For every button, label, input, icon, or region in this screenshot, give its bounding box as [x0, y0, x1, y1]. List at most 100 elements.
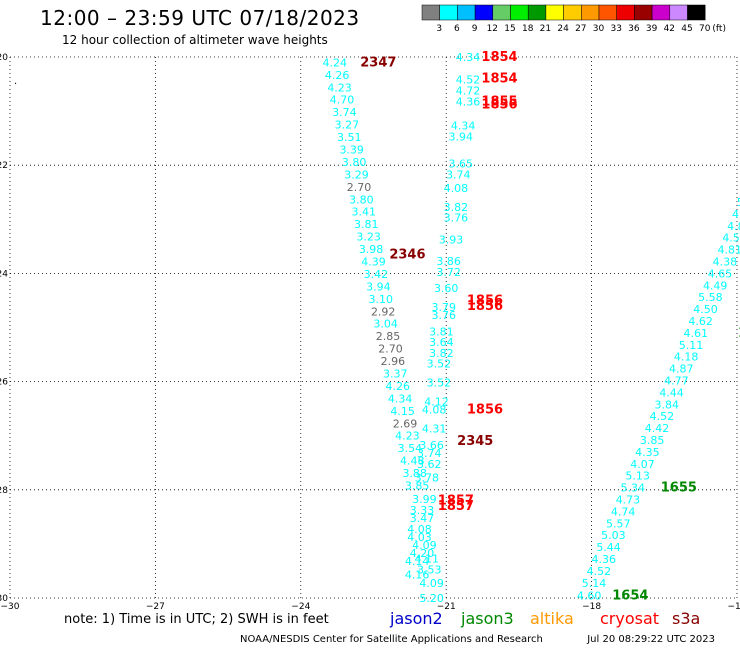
- swh-label: 2.69: [393, 417, 418, 430]
- colorbar-label: 21: [540, 24, 551, 34]
- swh-label: 3.39: [339, 144, 364, 157]
- colorbar-label: 45: [681, 24, 692, 34]
- swh-label: 4.48: [400, 455, 425, 468]
- swh-label: 3.60: [434, 282, 459, 295]
- colorbar: 3 6 9 12 15 18 21 24 27 30 33 36 39 42 45 70 (ft): [421, 4, 726, 34]
- swh-label: 3.74: [417, 447, 442, 460]
- swh-label: 4.14: [405, 555, 430, 568]
- swh-label: 4.03: [407, 531, 432, 544]
- swh-label: 4.73: [616, 494, 641, 507]
- y-tick-label: −24: [0, 269, 8, 279]
- swh-label: 5.34: [621, 482, 646, 495]
- note-text: note: 1) Time is in UTC; 2) SWH is in fe…: [64, 612, 329, 627]
- swh-label: 3.53: [417, 563, 442, 576]
- colorbar-unit: (ft): [712, 24, 726, 34]
- pass-time-label: 1654: [612, 588, 648, 603]
- legend-jason3: jason3: [461, 609, 514, 628]
- swh-label: 5.57: [606, 517, 631, 530]
- pass-time-label: 1854: [481, 50, 517, 65]
- pass-time-label: 1857: [438, 499, 474, 514]
- swh-label: 3.74: [332, 106, 357, 119]
- swh-label: 4.61: [684, 327, 709, 340]
- swh-label: 3.93: [439, 233, 464, 246]
- swh-label: 4.12: [424, 396, 449, 409]
- swh-label: 4.70: [330, 94, 355, 107]
- swh-label: 4.34: [456, 51, 481, 64]
- y-tick-label: −20: [0, 53, 8, 63]
- footer-credit: NOAA/NESDIS Center for Satellite Applica…: [240, 634, 715, 645]
- swh-label: 4.20: [410, 547, 435, 560]
- colorbar-label: 70: [699, 24, 711, 34]
- footer-timestamp: Jul 20 08:29:22 UTC 2023: [587, 634, 715, 645]
- swh-label: 4.39: [361, 255, 386, 268]
- pass-time-label: 1856: [467, 403, 503, 418]
- y-tick-label: −26: [0, 378, 8, 388]
- pass-time-label: 2345: [457, 434, 493, 449]
- swh-label: 3.52: [427, 377, 452, 390]
- colorbar-label: 30: [593, 24, 605, 34]
- swh-label: 3.76: [432, 309, 457, 322]
- swh-label: 4.26: [325, 69, 350, 82]
- pass-time-label: 165: [738, 326, 740, 341]
- swh-label: 4.23: [395, 430, 420, 443]
- swh-label: 4.15: [390, 405, 415, 418]
- swh-label: 5.03: [601, 529, 626, 542]
- swh-label: 4.34: [451, 120, 476, 133]
- pass-time-label: 1857: [438, 494, 474, 509]
- swh-label: 3.82: [444, 201, 469, 214]
- swh-label: 3.81: [429, 325, 454, 338]
- swh-label: 2.85: [376, 330, 401, 343]
- swh-label: 3.88: [402, 467, 427, 480]
- swh-label: 3.66: [419, 439, 444, 452]
- y-tick-label: −28: [0, 486, 8, 496]
- colorbar-label: 12: [487, 24, 498, 34]
- pass-time-label: 1856: [467, 299, 503, 314]
- swh-label: 4.56: [722, 232, 740, 245]
- x-tick-label: −21: [437, 602, 456, 612]
- swh-label: 5.14: [582, 577, 607, 590]
- swh-label: 3.98: [359, 243, 384, 256]
- x-tick-label: −15: [728, 602, 740, 612]
- stray-mark: .: [14, 76, 18, 87]
- swh-label: 3.72: [436, 266, 461, 279]
- swh-label: 4.52: [456, 74, 481, 87]
- pass-time-label: 1856: [481, 98, 517, 113]
- swh-label: 4.74: [611, 505, 636, 518]
- swh-label: 4.52: [587, 565, 612, 578]
- chart-title: 12:00 – 23:59 UTC 07/18/2023: [40, 6, 360, 30]
- swh-label: 4.08: [444, 182, 469, 195]
- pass-time-label: 2347: [360, 55, 396, 70]
- legend-altika: altika: [530, 609, 574, 628]
- swh-label: 4.11: [415, 553, 440, 566]
- swh-label: 5.12: [737, 196, 740, 209]
- swh-label: 3.54: [398, 442, 423, 455]
- chart-subtitle: 12 hour collection of altimeter wave hei…: [62, 33, 328, 47]
- swh-label: 4.14: [732, 208, 740, 221]
- swh-label: 4.08: [407, 523, 432, 536]
- swh-label: 3.23: [356, 231, 381, 244]
- colorbar-label: 9: [472, 24, 478, 34]
- swh-label: 4.81: [717, 244, 740, 257]
- swh-label: 3.85: [405, 479, 430, 492]
- swh-label: 4.36: [456, 95, 481, 108]
- x-tick-label: −24: [291, 602, 310, 612]
- swh-label: 4.86: [727, 220, 740, 233]
- swh-label: 2.70: [378, 343, 403, 356]
- swh-label: 4.62: [688, 315, 713, 328]
- swh-label: 3.80: [349, 193, 374, 206]
- swh-label: 3.65: [448, 158, 473, 171]
- colorbar-label: 15: [504, 24, 515, 34]
- swh-label: 3.81: [354, 218, 379, 231]
- colorbar-label: 42: [664, 24, 675, 34]
- colorbar-swatch: [687, 4, 706, 21]
- swh-label: 4.77: [664, 375, 689, 388]
- swh-label: 4.08: [422, 404, 447, 417]
- swh-label: 3.74: [446, 168, 471, 181]
- swh-label: 3.94: [448, 131, 473, 144]
- swh-label: 4.49: [703, 279, 728, 292]
- colorbar-label: 6: [454, 24, 460, 34]
- swh-label: 4.09: [419, 577, 444, 590]
- swh-label: 3.64: [429, 336, 454, 349]
- swh-label: 4.18: [674, 351, 699, 364]
- swh-label: 4.34: [388, 392, 413, 405]
